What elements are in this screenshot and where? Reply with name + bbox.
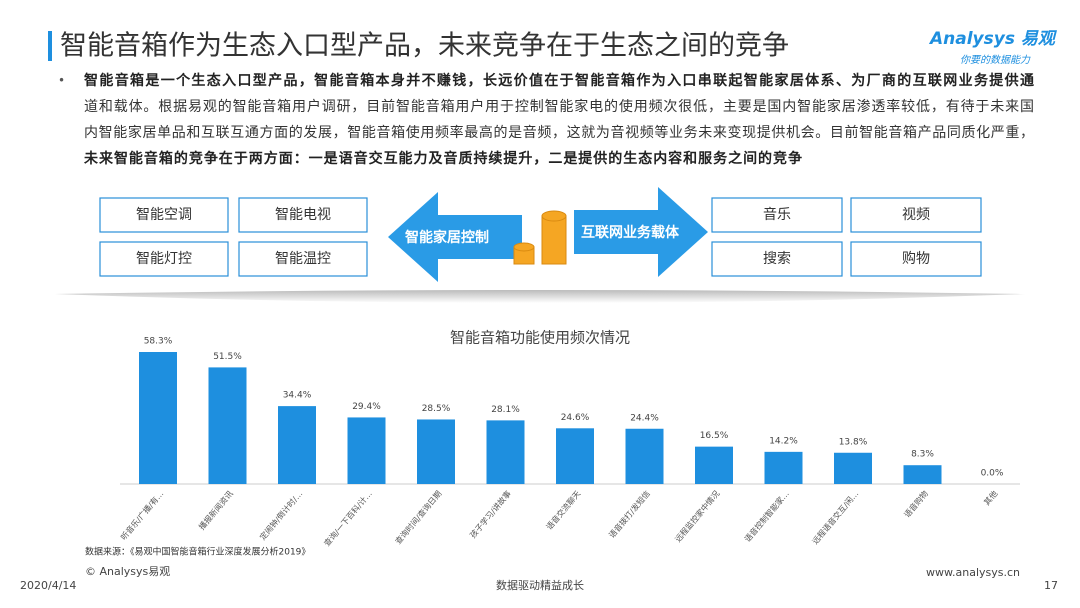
x-tick-label: 语音拨打/发短信 — [607, 488, 652, 539]
value-label: 51.5% — [213, 352, 242, 362]
box — [711, 241, 843, 277]
bar — [208, 367, 247, 484]
value-label: 16.5% — [700, 431, 729, 441]
source: 数据来源：《易观中国智能音箱行业深度发展分析2019》 — [85, 546, 310, 558]
slide-title: 智能音箱作为生态入口型产品，未来竞争在于生态之间的竞争 — [60, 31, 789, 62]
box — [711, 197, 843, 233]
value-label: 24.4% — [630, 413, 659, 423]
box — [238, 241, 368, 277]
bar — [695, 446, 733, 484]
box-label: 智能灯控 — [136, 251, 192, 267]
x-tick-label: 远程监控家中情况 — [673, 488, 722, 543]
title-accent — [48, 31, 52, 61]
box-label: 智能电视 — [275, 207, 331, 223]
logo-slogan: 你要的数据能力 — [960, 54, 1031, 66]
value-label: 58.3% — [144, 337, 173, 347]
bullet-line: 内智能家居单品和互联互通方面的发展，智能音箱使用频率最高的是音频，这就为音视频等… — [84, 124, 1034, 141]
x-tick-label: 其他 — [982, 488, 1000, 507]
bullet-line: 未来智能音箱的竞争在于两方面：一是语音交互能力及音质持续提升，二是提供的生态内容… — [84, 150, 802, 167]
url: www.analysys.cn — [926, 566, 1020, 579]
value-label: 24.6% — [561, 413, 590, 423]
x-tick-label: 远程语音交互/闲… — [810, 488, 861, 546]
value-label: 29.4% — [352, 402, 381, 412]
box — [99, 241, 229, 277]
bar — [486, 420, 525, 484]
x-tick-label: 语音购物 — [902, 488, 930, 519]
x-tick-label: 定闹钟/倒计时/… — [257, 488, 304, 541]
box — [850, 197, 982, 233]
bar — [347, 417, 386, 484]
date: 2020/4/14 — [20, 579, 76, 592]
separator — [55, 290, 1025, 303]
arrow-right — [574, 187, 708, 277]
value-label: 13.8% — [839, 437, 868, 447]
box-label: 智能空调 — [136, 207, 192, 223]
chart-title: 智能音箱功能使用频次情况 — [450, 329, 630, 347]
x-tick-label: 听音乐/广播/有… — [118, 488, 165, 541]
box-label: 智能温控 — [275, 251, 331, 267]
logo: Analysys 易观 — [928, 29, 1058, 49]
bar — [903, 465, 942, 484]
value-label: 0.0% — [981, 469, 1004, 479]
value-label: 8.3% — [911, 450, 934, 460]
bar — [556, 428, 594, 484]
value-label: 14.2% — [769, 436, 798, 446]
x-tick-label: 查询/一下百科/计… — [322, 488, 374, 548]
bullet-line: 智能音箱是一个生态入口型产品，智能音箱本身并不赚钱，长远价值在于智能音箱作为入口… — [83, 72, 1034, 89]
x-tick-label: 语音交流聊天 — [544, 488, 583, 531]
copyright: © Analysys易观 — [85, 565, 170, 578]
bar — [834, 452, 872, 484]
bar — [625, 428, 664, 484]
box — [238, 197, 368, 233]
value-label: 28.1% — [491, 405, 520, 415]
footer-slogan: 数据驱动精益成长 — [496, 578, 584, 592]
value-label: 34.4% — [283, 391, 312, 401]
x-tick-label: 孩子学习/讲故事 — [468, 488, 513, 539]
bullet-line: 道和载体。根据易观的智能音箱用户调研，目前智能音箱用户用于控制智能家电的使用频次… — [84, 98, 1034, 115]
x-tick-label: 查询时间/查询日期 — [393, 488, 444, 546]
box-label: 视频 — [902, 207, 930, 223]
page-number: 17 — [1044, 579, 1058, 592]
box-label: 音乐 — [763, 206, 791, 223]
bar — [278, 406, 316, 484]
plot: 58.3% 听音乐/广播/有… 51.5% 播报新闻资讯 34.4% 定闹钟/倒计时/… 2… — [118, 337, 1020, 548]
bar — [139, 352, 177, 484]
box — [99, 197, 229, 233]
bar — [417, 419, 455, 484]
box-label: 购物 — [902, 251, 930, 267]
x-tick-label: 播报新闻资讯 — [196, 488, 235, 531]
box-label: 搜索 — [763, 250, 791, 267]
diagram: 智能空调 智能电视 智能灯控 智能温控 智能家居控制 互联网业务载体 音乐 视频… — [99, 187, 982, 282]
arrow-label: 互联网业务载体 — [581, 224, 680, 241]
arrow-left — [388, 192, 522, 282]
bullet-dot: • — [58, 74, 65, 88]
bar — [764, 451, 803, 484]
box — [850, 241, 982, 277]
coins — [513, 210, 567, 265]
x-tick-label: 语音控制智能家… — [742, 488, 791, 543]
value-label: 28.5% — [422, 404, 451, 414]
arrow-label: 智能家居控制 — [404, 229, 489, 246]
